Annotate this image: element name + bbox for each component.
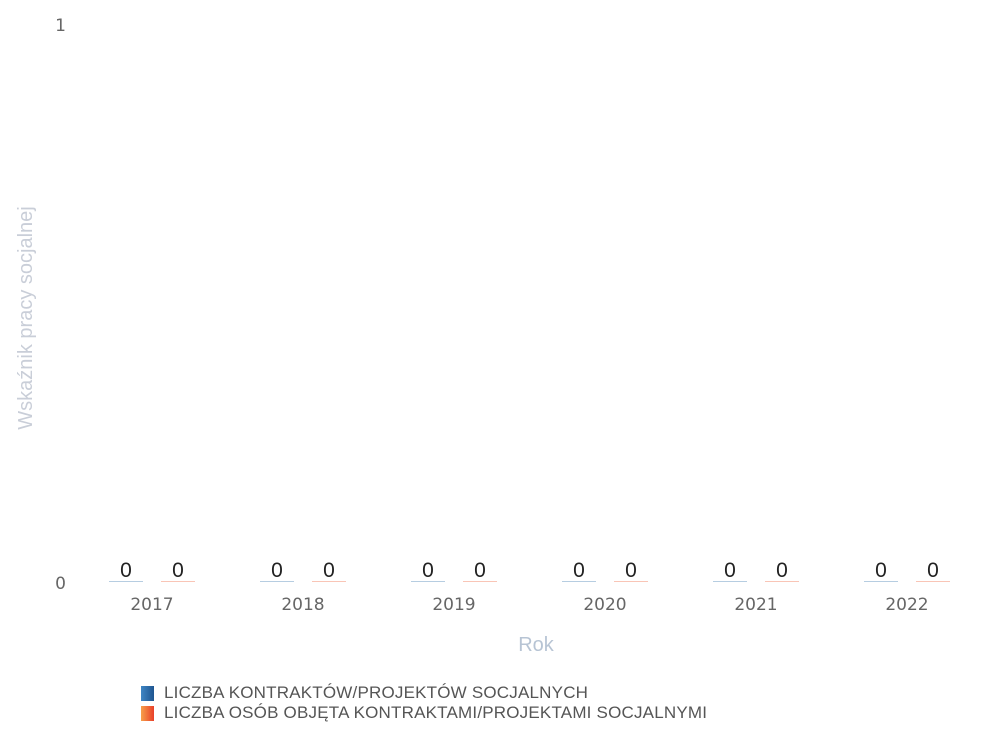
legend-swatch-persons [141, 705, 154, 721]
bar-persons-2021[interactable] [765, 581, 799, 582]
x-tick-label-2019: 2019 [432, 595, 475, 615]
bar-contracts-2019[interactable] [411, 581, 445, 582]
bar-contracts-2018[interactable] [260, 581, 294, 582]
value-label-persons-2019: 0 [474, 559, 486, 582]
legend-item-persons[interactable]: LICZBA OSÓB OBJĘTA KONTRAKTAMI/PROJEKTAM… [141, 703, 707, 723]
value-label-contracts-2022: 0 [875, 559, 887, 582]
y-tick-label-bottom: 0 [55, 574, 66, 594]
x-tick-label-2018: 2018 [281, 595, 324, 615]
value-label-persons-2018: 0 [323, 559, 335, 582]
value-label-persons-2021: 0 [776, 559, 788, 582]
bar-contracts-2021[interactable] [713, 581, 747, 582]
y-axis-title: Wskaźnik pracy socjalnej [15, 206, 37, 429]
bar-contracts-2020[interactable] [562, 581, 596, 582]
legend-swatch-contracts [141, 685, 154, 701]
value-label-contracts-2021: 0 [724, 559, 736, 582]
x-axis-title: Rok [518, 634, 555, 656]
bar-contracts-2022[interactable] [864, 581, 898, 582]
x-tick-label-2020: 2020 [583, 595, 626, 615]
value-label-contracts-2017: 0 [120, 559, 132, 582]
value-label-persons-2022: 0 [927, 559, 939, 582]
legend-label-contracts: LICZBA KONTRAKTÓW/PROJEKTÓW SOCJALNYCH [164, 683, 589, 702]
bar-persons-2022[interactable] [916, 581, 950, 582]
bar-persons-2018[interactable] [312, 581, 346, 582]
legend-label-persons: LICZBA OSÓB OBJĘTA KONTRAKTAMI/PROJEKTAM… [164, 703, 708, 722]
x-tick-label-2022: 2022 [885, 595, 928, 615]
legend: LICZBA KONTRAKTÓW/PROJEKTÓW SOCJALNYCH L… [141, 683, 707, 723]
value-label-contracts-2018: 0 [271, 559, 283, 582]
plot-area: 2017 0 0 2018 0 0 2019 0 0 2020 0 0 2021 0 0 2022 0 0 [109, 559, 950, 615]
x-tick-label-2021: 2021 [734, 595, 777, 615]
value-label-persons-2017: 0 [172, 559, 184, 582]
y-tick-label-top: 1 [55, 16, 66, 36]
value-label-persons-2020: 0 [625, 559, 637, 582]
x-tick-label-2017: 2017 [130, 595, 173, 615]
bar-persons-2019[interactable] [463, 581, 497, 582]
value-label-contracts-2019: 0 [422, 559, 434, 582]
bar-persons-2017[interactable] [161, 581, 195, 582]
legend-item-contracts[interactable]: LICZBA KONTRAKTÓW/PROJEKTÓW SOCJALNYCH [141, 683, 707, 703]
value-label-contracts-2020: 0 [573, 559, 585, 582]
bar-contracts-2017[interactable] [109, 581, 143, 582]
bar-persons-2020[interactable] [614, 581, 648, 582]
